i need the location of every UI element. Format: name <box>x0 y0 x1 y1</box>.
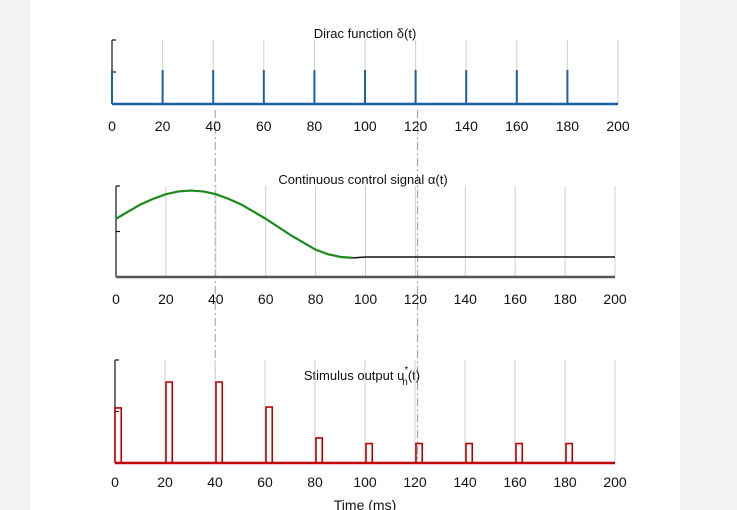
panel-3-x-tick-label: 160 <box>503 474 527 490</box>
panel-1-x-tick-label: 60 <box>256 118 272 134</box>
stimulus-pulse <box>465 442 474 463</box>
panel-3-x-tick-label: 200 <box>603 474 627 490</box>
panel-2-x-tick-label: 80 <box>308 291 324 307</box>
panel-1-x-tick-label: 40 <box>205 118 221 134</box>
panel-3-x-tick-label: 100 <box>353 474 377 490</box>
chart-figure: Dirac function δ(t) 0 20 40 60 80 100 120 140 16… <box>108 26 630 510</box>
stimulus-pulse <box>315 437 324 463</box>
panel-1-x-tick-label: 160 <box>505 118 529 134</box>
panel-3-x-tick-label: 60 <box>257 474 273 490</box>
panel-3-x-tick-label: 80 <box>307 474 323 490</box>
panel-2-x-tick-label: 60 <box>258 291 274 307</box>
panel-1-title: Dirac function δ(t) <box>314 26 417 41</box>
panel-2-x-tick-label: 40 <box>208 291 224 307</box>
panel-2-x-tick-label: 100 <box>354 291 378 307</box>
stimulus-pulse <box>565 442 574 463</box>
panel-3-x-tick-label: 40 <box>207 474 223 490</box>
panel-1-x-tick-label: 180 <box>556 118 580 134</box>
panel-3-x-tick-label: 180 <box>553 474 577 490</box>
panel-3-x-tick-label: 140 <box>453 474 477 490</box>
panel-1-x-tick-label: 200 <box>606 118 630 134</box>
panel-3-x-tick-label: 20 <box>157 474 173 490</box>
panel-3-x-tick-label: 120 <box>403 474 427 490</box>
panel-2-x-tick-label: 180 <box>553 291 577 307</box>
panel-3-title: Stimulus output u* n(t) <box>304 365 420 388</box>
panel-2-x-tick-label: 160 <box>504 291 528 307</box>
panel-1-x-tick-label: 0 <box>108 118 116 134</box>
control-signal-tail <box>352 256 615 259</box>
control-signal-line <box>115 189 354 259</box>
stimulus-pulse <box>515 442 524 463</box>
panel-2-x-tick-label: 120 <box>404 291 428 307</box>
stimulus-pulse <box>365 442 374 463</box>
panel-2-x-tick-label: 20 <box>158 291 174 307</box>
panel-2-x-tick-label: 0 <box>112 291 120 307</box>
stimulus-pulse <box>265 406 274 463</box>
x-axis-label: Time (ms) <box>334 497 396 510</box>
stimulus-pulse <box>215 381 224 463</box>
stimulus-pulse <box>114 407 123 463</box>
stimulus-pulse <box>165 381 174 463</box>
stimulus-pulse <box>415 442 424 463</box>
panel-1-x-tick-label: 100 <box>353 118 377 134</box>
panel-2-x-tick-label: 200 <box>603 291 627 307</box>
panel-2-x-tick-label: 140 <box>454 291 478 307</box>
figure-panel: Dirac function δ(t) 0 20 40 60 80 100 120 140 16… <box>30 0 680 510</box>
panel-1-x-tick-label: 120 <box>404 118 428 134</box>
panel-3-x-tick-label: 0 <box>111 474 119 490</box>
panel-1-x-tick-label: 80 <box>307 118 323 134</box>
panel-1-x-tick-label: 140 <box>455 118 479 134</box>
panel-1-x-tick-label: 20 <box>155 118 171 134</box>
panel-2-title: Continuous control signal α(t) <box>278 172 447 187</box>
